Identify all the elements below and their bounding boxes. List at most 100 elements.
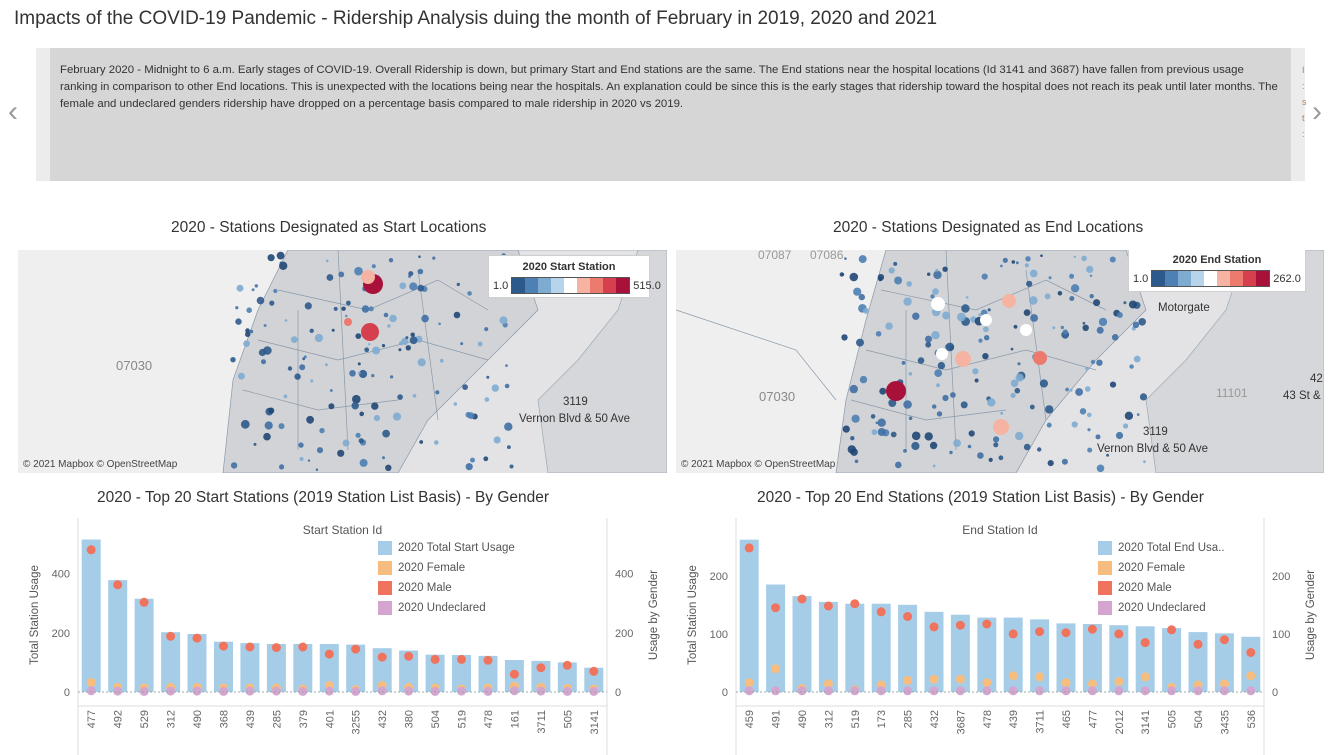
station-marker[interactable] — [388, 258, 394, 263]
station-marker-highlight[interactable] — [955, 351, 971, 367]
bar-total-usage[interactable] — [557, 662, 577, 692]
dot-female[interactable] — [982, 678, 992, 688]
station-marker[interactable] — [890, 431, 897, 438]
dot-male[interactable] — [271, 643, 281, 653]
station-marker[interactable] — [328, 403, 335, 410]
dot-male[interactable] — [823, 601, 833, 611]
bar-total-usage[interactable] — [1056, 623, 1076, 692]
station-marker[interactable] — [263, 324, 267, 327]
dot-male[interactable] — [483, 655, 493, 665]
station-marker[interactable] — [504, 422, 513, 431]
station-marker[interactable] — [978, 313, 982, 317]
station-marker[interactable] — [1123, 301, 1127, 305]
station-marker[interactable] — [863, 307, 869, 314]
station-marker[interactable] — [417, 284, 425, 292]
station-marker[interactable] — [408, 271, 414, 277]
station-marker[interactable] — [499, 316, 508, 325]
station-marker[interactable] — [465, 463, 473, 471]
station-marker[interactable] — [1030, 314, 1038, 322]
station-marker[interactable] — [1109, 256, 1116, 263]
station-marker[interactable] — [329, 389, 333, 392]
bar-total-usage[interactable] — [1109, 625, 1129, 692]
station-marker[interactable] — [927, 272, 931, 276]
station-marker[interactable] — [853, 287, 862, 296]
map-credit[interactable]: © 2021 Mapbox © OpenStreetMap — [23, 459, 178, 470]
chevron-left-icon[interactable]: ‹ — [8, 95, 18, 128]
station-marker[interactable] — [342, 439, 350, 447]
dot-male[interactable] — [1140, 638, 1150, 648]
station-marker[interactable] — [1052, 326, 1056, 330]
station-marker[interactable] — [1010, 347, 1014, 351]
station-marker[interactable] — [1132, 321, 1140, 328]
station-marker[interactable] — [871, 429, 878, 435]
station-marker[interactable] — [1045, 405, 1054, 414]
chevron-right-icon[interactable]: › — [1312, 95, 1322, 128]
station-marker[interactable] — [967, 444, 972, 449]
station-marker[interactable] — [1124, 411, 1134, 420]
station-marker[interactable] — [283, 394, 288, 399]
station-marker[interactable] — [839, 272, 844, 277]
station-marker[interactable] — [382, 429, 390, 438]
station-marker[interactable] — [331, 328, 335, 332]
station-marker[interactable] — [405, 336, 409, 340]
station-marker[interactable] — [993, 436, 1000, 443]
station-marker[interactable] — [341, 306, 346, 311]
station-marker[interactable] — [306, 415, 314, 424]
station-marker[interactable] — [1139, 393, 1148, 401]
station-marker[interactable] — [1029, 296, 1038, 305]
station-marker[interactable] — [345, 314, 348, 318]
station-marker[interactable] — [263, 432, 271, 441]
station-marker[interactable] — [483, 456, 489, 462]
bar-total-usage[interactable] — [452, 655, 471, 692]
dot-undeclared[interactable] — [404, 686, 414, 696]
station-marker[interactable] — [346, 300, 351, 306]
station-marker[interactable] — [467, 412, 475, 419]
station-marker[interactable] — [982, 353, 989, 360]
station-marker[interactable] — [491, 384, 499, 392]
bar-total-usage[interactable] — [214, 641, 233, 692]
station-marker[interactable] — [453, 311, 461, 319]
station-marker[interactable] — [237, 372, 245, 380]
bar-total-usage[interactable] — [898, 604, 918, 692]
dot-undeclared[interactable] — [562, 686, 572, 696]
station-marker[interactable] — [850, 436, 855, 441]
dot-undeclared[interactable] — [903, 686, 913, 696]
dot-male[interactable] — [139, 597, 149, 607]
station-marker[interactable] — [849, 272, 859, 282]
station-marker[interactable] — [842, 425, 850, 433]
station-marker[interactable] — [359, 458, 368, 467]
station-marker[interactable] — [1111, 334, 1119, 341]
station-marker[interactable] — [1010, 392, 1016, 398]
end-stations-map[interactable]: 07087 07086 07030 11101 Motorgate 3119 V… — [676, 250, 1324, 473]
station-marker[interactable] — [1090, 359, 1096, 365]
station-marker[interactable] — [877, 418, 886, 427]
dot-undeclared[interactable] — [1087, 686, 1097, 696]
dot-female[interactable] — [1087, 679, 1097, 689]
station-marker[interactable] — [1089, 274, 1093, 277]
legend-item-male[interactable]: 2020 Male — [378, 578, 515, 598]
station-marker[interactable] — [382, 456, 385, 460]
station-marker[interactable] — [856, 338, 864, 347]
dot-undeclared[interactable] — [219, 686, 228, 696]
dot-male[interactable] — [1219, 635, 1229, 645]
station-marker[interactable] — [484, 327, 489, 332]
dot-male[interactable] — [377, 652, 387, 662]
dot-male[interactable] — [404, 651, 414, 661]
dot-undeclared[interactable] — [509, 686, 519, 696]
station-marker[interactable] — [507, 445, 511, 449]
station-marker[interactable] — [1062, 329, 1068, 335]
station-marker[interactable] — [937, 361, 946, 370]
station-marker[interactable] — [932, 288, 939, 295]
station-marker[interactable] — [236, 284, 244, 292]
dot-female[interactable] — [929, 674, 939, 684]
station-marker[interactable] — [358, 438, 364, 444]
bar-total-usage[interactable] — [1030, 619, 1050, 692]
dot-male[interactable] — [324, 649, 334, 659]
station-marker[interactable] — [1023, 309, 1031, 316]
dot-male[interactable] — [457, 654, 466, 664]
station-marker[interactable] — [924, 432, 933, 441]
station-marker[interactable] — [303, 355, 307, 359]
station-marker[interactable] — [1044, 293, 1051, 300]
station-marker[interactable] — [1047, 460, 1054, 467]
dot-undeclared[interactable] — [1167, 686, 1177, 696]
